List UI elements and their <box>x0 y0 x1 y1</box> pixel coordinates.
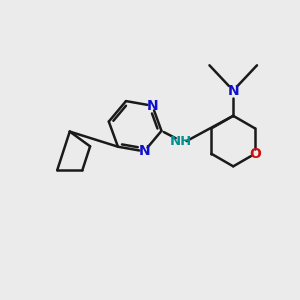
Text: N: N <box>227 84 239 98</box>
Text: O: O <box>249 147 261 161</box>
Text: NH: NH <box>170 135 192 148</box>
Text: N: N <box>139 144 150 158</box>
Text: N: N <box>146 99 158 113</box>
